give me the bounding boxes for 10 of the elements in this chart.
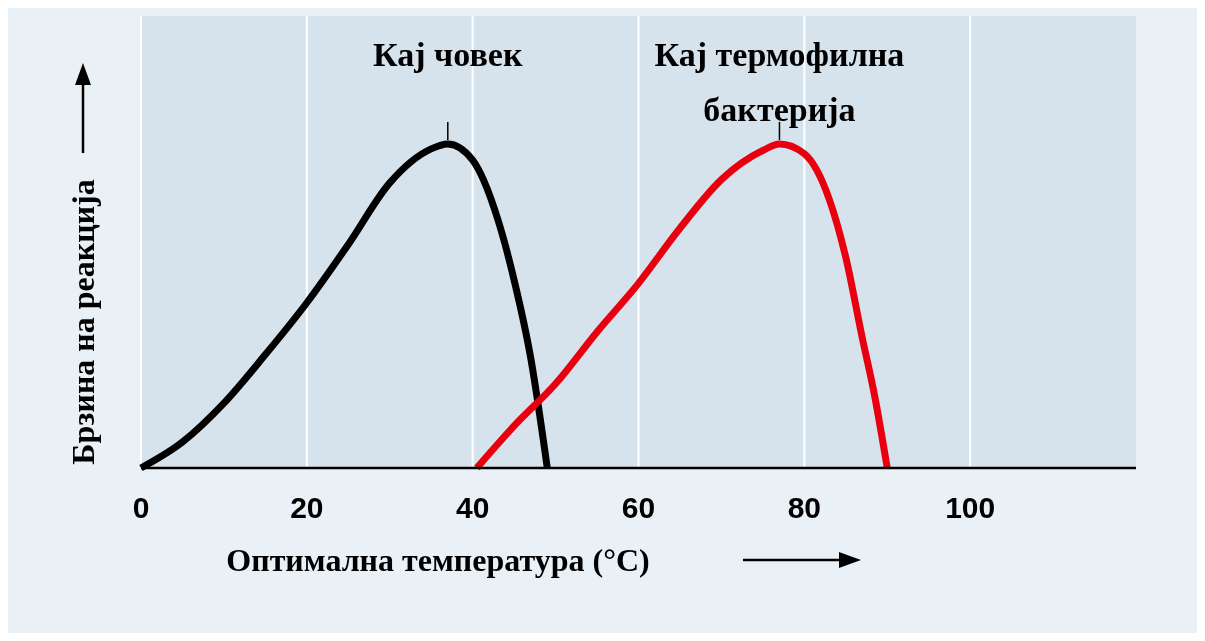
x-tick-label: 20 <box>290 491 324 524</box>
x-tick-label: 40 <box>455 491 490 524</box>
y-axis-title: Брзина на реакција <box>65 179 101 465</box>
x-tick-label: 0 <box>132 491 150 524</box>
x-axis-title: Оптимална температура (°C) <box>226 542 650 578</box>
text: Кај човек <box>373 36 523 73</box>
x-tick-label: 60 <box>621 491 656 524</box>
x-tick-label: 100 <box>945 491 996 524</box>
x-tick-label: 80 <box>787 491 822 524</box>
series-label: Кај термофилна бактерија <box>654 36 905 128</box>
